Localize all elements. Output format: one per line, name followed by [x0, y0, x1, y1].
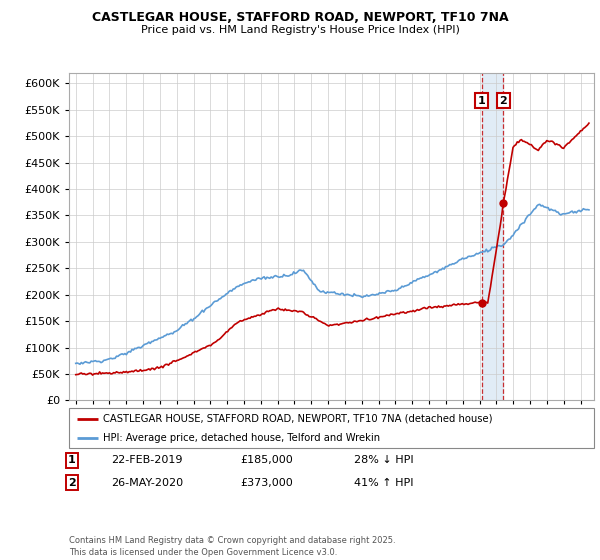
Text: 2: 2	[68, 478, 76, 488]
Text: Price paid vs. HM Land Registry's House Price Index (HPI): Price paid vs. HM Land Registry's House …	[140, 25, 460, 35]
Text: CASTLEGAR HOUSE, STAFFORD ROAD, NEWPORT, TF10 7NA: CASTLEGAR HOUSE, STAFFORD ROAD, NEWPORT,…	[92, 11, 508, 24]
Text: 26-MAY-2020: 26-MAY-2020	[111, 478, 183, 488]
Text: £373,000: £373,000	[240, 478, 293, 488]
Text: 1: 1	[478, 96, 485, 106]
Text: £185,000: £185,000	[240, 455, 293, 465]
Text: 22-FEB-2019: 22-FEB-2019	[111, 455, 182, 465]
Text: 41% ↑ HPI: 41% ↑ HPI	[354, 478, 413, 488]
Text: HPI: Average price, detached house, Telford and Wrekin: HPI: Average price, detached house, Telf…	[103, 433, 380, 443]
Text: CASTLEGAR HOUSE, STAFFORD ROAD, NEWPORT, TF10 7NA (detached house): CASTLEGAR HOUSE, STAFFORD ROAD, NEWPORT,…	[103, 414, 493, 423]
Text: 28% ↓ HPI: 28% ↓ HPI	[354, 455, 413, 465]
FancyBboxPatch shape	[69, 408, 594, 448]
Bar	[482, 73, 503, 400]
Text: 1: 1	[68, 455, 76, 465]
Text: 2: 2	[499, 96, 507, 106]
Text: Contains HM Land Registry data © Crown copyright and database right 2025.
This d: Contains HM Land Registry data © Crown c…	[69, 536, 395, 557]
